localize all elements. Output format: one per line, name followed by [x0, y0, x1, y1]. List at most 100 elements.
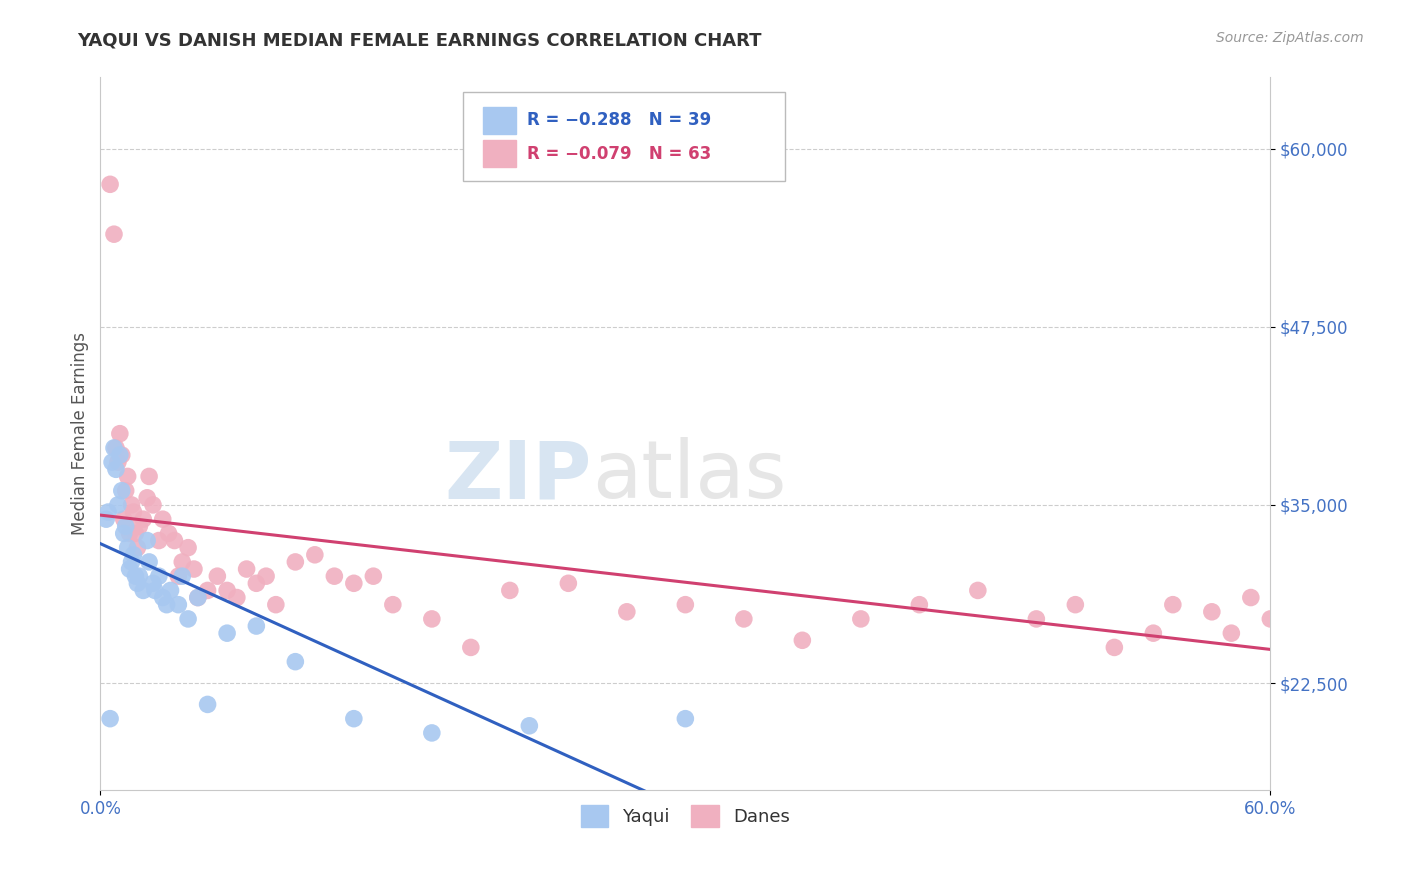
- Point: [172, 569, 194, 583]
- Point: [225, 591, 247, 605]
- Point: [499, 583, 522, 598]
- Point: [104, 462, 127, 476]
- Point: [167, 598, 190, 612]
- Point: [792, 633, 814, 648]
- Point: [217, 626, 239, 640]
- Text: ZIP: ZIP: [444, 437, 592, 516]
- Point: [142, 498, 165, 512]
- Text: R = −0.079   N = 63: R = −0.079 N = 63: [527, 145, 711, 162]
- Point: [163, 533, 186, 548]
- Point: [143, 583, 166, 598]
- Point: [177, 541, 200, 555]
- Point: [121, 498, 143, 512]
- Point: [235, 562, 257, 576]
- Point: [124, 526, 146, 541]
- Point: [1104, 640, 1126, 655]
- Text: R = −0.288   N = 39: R = −0.288 N = 39: [527, 112, 711, 129]
- Point: [138, 469, 160, 483]
- Point: [187, 591, 209, 605]
- Point: [1064, 598, 1087, 612]
- Point: [323, 569, 346, 583]
- Point: [101, 455, 124, 469]
- Point: [616, 605, 638, 619]
- Point: [217, 583, 239, 598]
- Bar: [482, 107, 516, 134]
- Point: [148, 569, 170, 583]
- Point: [107, 455, 129, 469]
- Point: [152, 512, 174, 526]
- Point: [114, 483, 136, 498]
- Point: [517, 719, 540, 733]
- Point: [966, 583, 988, 598]
- Point: [197, 583, 219, 598]
- Point: [128, 519, 150, 533]
- Point: [127, 541, 149, 555]
- Point: [673, 598, 696, 612]
- Point: [108, 448, 131, 462]
- Point: [111, 483, 134, 498]
- Point: [849, 612, 872, 626]
- Point: [733, 612, 755, 626]
- Point: [254, 569, 277, 583]
- Point: [152, 591, 174, 605]
- Point: [167, 569, 190, 583]
- Point: [148, 533, 170, 548]
- Point: [197, 698, 219, 712]
- Y-axis label: Median Female Earnings: Median Female Earnings: [72, 332, 89, 535]
- Point: [138, 555, 160, 569]
- Point: [420, 612, 443, 626]
- Point: [96, 512, 118, 526]
- Point: [107, 498, 129, 512]
- Point: [132, 512, 155, 526]
- Point: [117, 541, 139, 555]
- Point: [157, 526, 180, 541]
- Text: YAQUI VS DANISH MEDIAN FEMALE EARNINGS CORRELATION CHART: YAQUI VS DANISH MEDIAN FEMALE EARNINGS C…: [77, 31, 762, 49]
- Point: [136, 533, 159, 548]
- Point: [187, 591, 209, 605]
- Point: [1240, 591, 1263, 605]
- Point: [118, 526, 141, 541]
- Point: [1201, 605, 1223, 619]
- Point: [245, 576, 267, 591]
- Point: [172, 555, 194, 569]
- Point: [122, 548, 145, 562]
- Point: [128, 569, 150, 583]
- Point: [264, 598, 287, 612]
- Point: [284, 655, 307, 669]
- Point: [363, 569, 385, 583]
- Point: [97, 505, 120, 519]
- Point: [103, 441, 125, 455]
- Point: [112, 526, 135, 541]
- Point: [908, 598, 931, 612]
- Point: [159, 583, 181, 598]
- Point: [1260, 612, 1282, 626]
- Text: atlas: atlas: [592, 437, 786, 516]
- Point: [304, 548, 326, 562]
- Point: [111, 448, 134, 462]
- Point: [124, 569, 146, 583]
- Point: [103, 227, 125, 242]
- Point: [673, 712, 696, 726]
- Point: [136, 491, 159, 505]
- Point: [1025, 612, 1047, 626]
- Point: [127, 576, 149, 591]
- Point: [112, 512, 135, 526]
- Point: [118, 562, 141, 576]
- Point: [207, 569, 229, 583]
- Point: [114, 519, 136, 533]
- Point: [420, 726, 443, 740]
- Point: [245, 619, 267, 633]
- FancyBboxPatch shape: [463, 92, 785, 181]
- Bar: [482, 140, 516, 167]
- Point: [557, 576, 579, 591]
- Point: [132, 583, 155, 598]
- Point: [1161, 598, 1184, 612]
- Point: [142, 576, 165, 591]
- Point: [98, 178, 121, 192]
- Point: [1142, 626, 1164, 640]
- Point: [183, 562, 205, 576]
- Text: Source: ZipAtlas.com: Source: ZipAtlas.com: [1216, 31, 1364, 45]
- Point: [1220, 626, 1243, 640]
- Point: [108, 426, 131, 441]
- Point: [121, 555, 143, 569]
